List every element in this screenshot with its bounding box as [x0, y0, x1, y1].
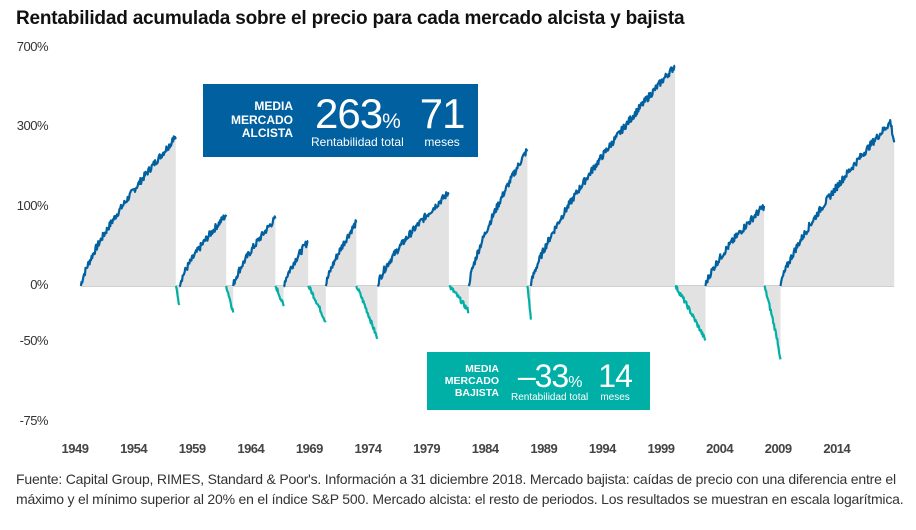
- bear-market-area: [675, 286, 706, 341]
- y-tick-label: 300%: [16, 118, 49, 133]
- bull-market-line: [467, 148, 529, 287]
- bull-return-value: 263: [314, 89, 383, 137]
- x-tick-label: 1954: [120, 441, 148, 456]
- bear-market-line: [355, 285, 379, 340]
- bear-market-area: [448, 286, 469, 313]
- bear-return-unit: %: [568, 373, 582, 391]
- bear-months-caption: meses: [600, 391, 630, 403]
- chart-title: Rentabilidad acumulada sobre el precio p…: [16, 8, 685, 29]
- bull-callout-label: MEDIA MERCADO ALCISTA: [231, 98, 293, 141]
- bull-market-line: [283, 239, 309, 288]
- bear-market-callout: MEDIA MERCADO BAJISTA –33% Rentabilidad …: [427, 352, 650, 410]
- bear-months-stat: 14 meses: [598, 357, 633, 403]
- bull-market-callout: MEDIA MERCADO ALCISTA 263% Rentabilidad …: [203, 84, 478, 157]
- y-tick-label: 700%: [16, 38, 49, 54]
- bull-months-caption: meses: [424, 134, 460, 149]
- bull-market-area: [325, 220, 357, 286]
- x-tick-label: 2004: [706, 441, 734, 456]
- x-tick-label: 1979: [413, 441, 441, 456]
- footer-note: Fuente: Capital Group, RIMES, Standard &…: [16, 471, 904, 507]
- bear-market-line: [526, 285, 532, 320]
- y-tick-label: 0%: [30, 277, 48, 292]
- bull-market-area: [468, 149, 528, 286]
- bear-market-area: [764, 286, 781, 360]
- bull-market-area: [377, 192, 449, 286]
- y-tick-label: 100%: [16, 197, 49, 213]
- bull-market-line: [704, 204, 766, 287]
- y-tick-label: -50%: [19, 333, 49, 348]
- bear-return-stat: –33% Rentabilidad total: [511, 360, 588, 403]
- bull-market-line: [376, 191, 450, 288]
- x-tick-label: 2014: [823, 441, 851, 456]
- bull-market-line: [779, 118, 896, 287]
- x-tick-label: 1984: [471, 441, 499, 456]
- bear-market-line: [763, 285, 782, 360]
- bull-market-area: [80, 136, 176, 286]
- bull-return-unit: %: [382, 109, 401, 133]
- bull-return-caption: Rentabilidad total: [311, 134, 404, 149]
- bull-return-stat: 263% Rentabilidad total: [311, 89, 404, 149]
- x-tick-label: 1989: [530, 441, 558, 456]
- x-tick-label: 1959: [178, 441, 206, 456]
- bear-market-line: [274, 285, 285, 307]
- bull-market-line: [324, 219, 358, 287]
- bear-return-value: –33: [517, 357, 569, 394]
- bull-market-line: [529, 64, 676, 287]
- bear-market-area: [527, 286, 531, 320]
- y-tick-label: -75%: [19, 413, 49, 428]
- bear-market-line: [225, 285, 235, 313]
- bear-months-value: 14: [598, 357, 633, 394]
- bear-market-line: [307, 285, 327, 323]
- x-tick-label: 2009: [764, 441, 792, 456]
- bear-callout-label: MEDIA MERCADO BAJISTA: [444, 362, 499, 400]
- x-tick-label: 1969: [295, 441, 323, 456]
- bull-market-area: [530, 65, 676, 286]
- x-tick-label: 1949: [61, 441, 89, 456]
- bull-market-line: [178, 214, 228, 288]
- bear-return-caption: Rentabilidad total: [511, 391, 589, 403]
- bull-months-stat: 71 meses: [419, 89, 466, 149]
- bear-market-line: [174, 285, 181, 306]
- bear-market-line: [448, 284, 470, 314]
- x-tick-label: 1974: [354, 441, 382, 456]
- x-tick-label: 1999: [647, 441, 675, 456]
- bull-market-area: [705, 205, 765, 286]
- bull-market-line: [79, 135, 177, 287]
- bull-market-line: [232, 215, 277, 287]
- bull-market-area: [780, 120, 895, 286]
- x-tick-label: 1994: [588, 441, 616, 456]
- x-tick-label: 1964: [237, 441, 265, 456]
- bull-months-value: 71: [419, 89, 466, 137]
- bear-market-line: [674, 284, 707, 342]
